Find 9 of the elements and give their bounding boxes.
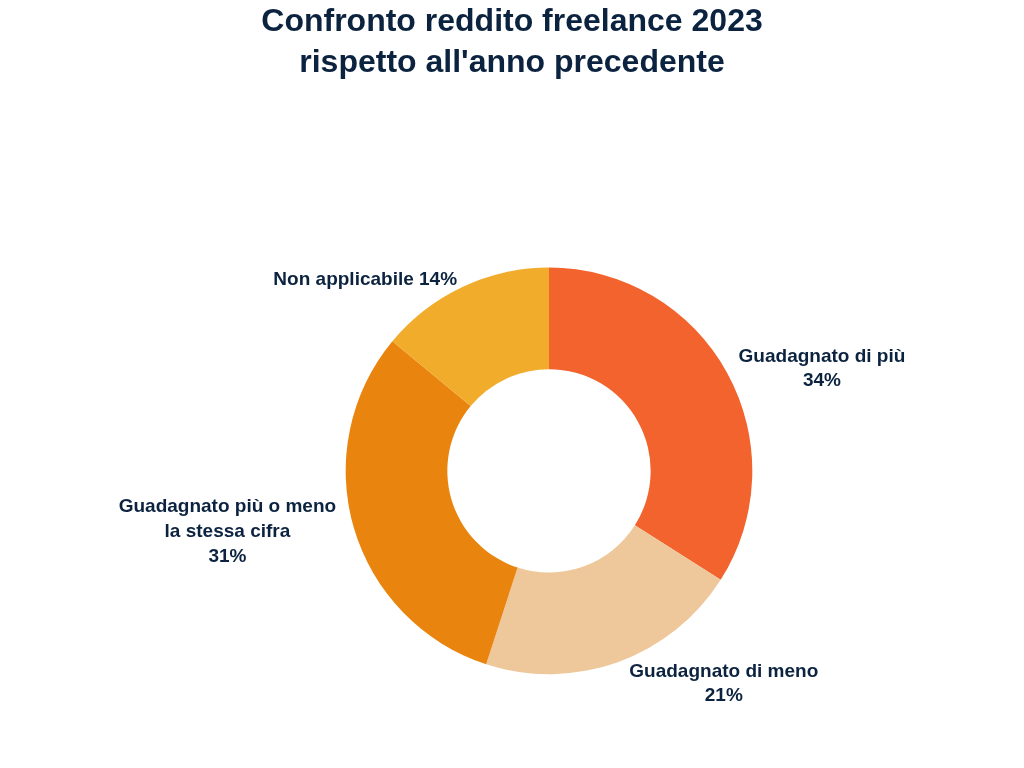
chart-title: Confronto reddito freelance 2023 rispetto all'anno precedente	[261, 1, 763, 80]
data-label: 34%	[802, 369, 842, 391]
donut-slice	[345, 341, 518, 665]
slice-label: Guadagnato di meno	[629, 659, 819, 681]
data-label: 21%	[704, 684, 743, 706]
slice-label: Guadagnato di più	[738, 344, 906, 366]
slice-label: Non applicabile 14%	[273, 267, 458, 289]
data-label: 31%	[208, 544, 247, 566]
slice-label: Guadagnato più o meno la stessa cifra	[118, 495, 337, 541]
